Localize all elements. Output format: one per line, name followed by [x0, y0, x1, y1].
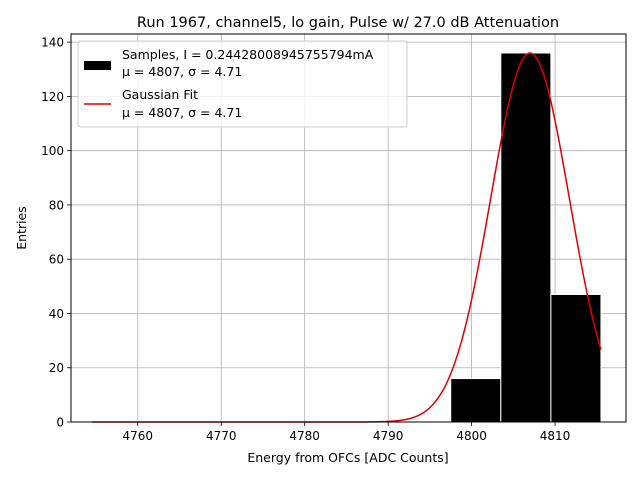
y-tick-label: 60 [49, 253, 64, 267]
histogram-bar [500, 52, 552, 423]
legend-swatch-samples [84, 61, 111, 70]
legend-samples-stats: μ = 4807, σ = 4.71 [122, 64, 242, 79]
y-tick-label: 140 [41, 36, 64, 50]
x-tick-label: 4810 [540, 429, 571, 443]
x-tick-label: 4800 [456, 429, 487, 443]
legend: Samples, I = 0.24428008945755794mA μ = 4… [77, 40, 408, 128]
x-tick-label: 4790 [373, 429, 404, 443]
histogram-bar [450, 378, 502, 423]
legend-fit-label: Gaussian Fit [122, 87, 198, 102]
y-axis-ticks: 0 20 40 60 80 100 120 140 [41, 36, 71, 430]
x-axis-label: Energy from OFCs [ADC Counts] [247, 450, 448, 465]
histogram-bar [550, 293, 602, 423]
x-tick-label: 4770 [206, 429, 237, 443]
legend-box [77, 40, 408, 128]
x-tick-label: 4760 [122, 429, 153, 443]
x-tick-label: 4780 [289, 429, 320, 443]
legend-fit-stats: μ = 4807, σ = 4.71 [122, 105, 242, 120]
y-tick-label: 40 [49, 307, 64, 321]
plot-frame [70, 33, 627, 423]
y-tick-label: 0 [56, 416, 64, 430]
chart-title: Run 1967, channel5, lo gain, Pulse w/ 27… [137, 15, 559, 31]
y-tick-label: 20 [49, 361, 64, 375]
y-axis-label: Entries [14, 206, 29, 250]
legend-samples-label: Samples, I = 0.24428008945755794mA [122, 47, 374, 62]
histogram-bars [450, 52, 602, 423]
x-axis-ticks: 4760 4770 4780 4790 4800 4810 [122, 422, 570, 443]
y-tick-label: 100 [41, 144, 64, 158]
y-tick-label: 120 [41, 90, 64, 104]
y-tick-label: 80 [49, 198, 64, 212]
